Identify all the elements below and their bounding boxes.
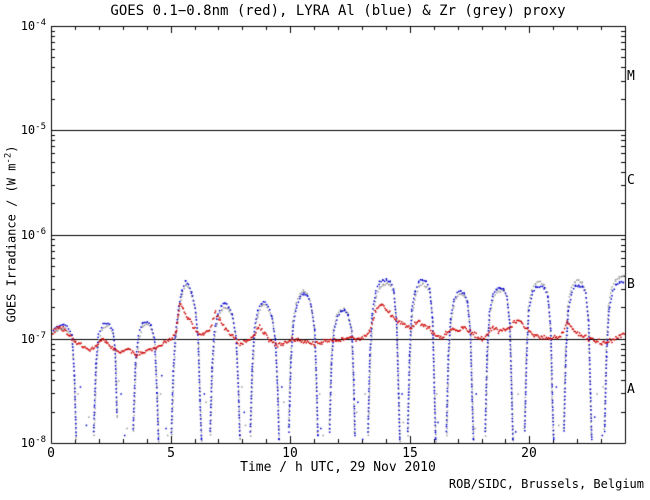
y-tick-label-1e-7: 10-7 xyxy=(20,331,46,346)
x-tick-label-0: 0 xyxy=(47,446,55,461)
y-tick-label-1e-4: 10-4 xyxy=(20,18,46,33)
x-tick-label-5: 5 xyxy=(167,446,175,461)
y-axis-label: GOES Irradiance / (W m-2) xyxy=(3,145,19,323)
flare-class-label-c: C xyxy=(627,173,635,188)
y-tick-label-1e-5: 10-5 xyxy=(20,122,46,137)
chart-title: GOES 0.1−0.8nm (red), LYRA Al (blue) & Z… xyxy=(110,3,566,19)
x-axis-label: Time / h UTC, 29 Nov 2010 xyxy=(240,460,436,475)
x-tick-label-20: 20 xyxy=(521,446,537,461)
y-tick-label-1e-8: 10-8 xyxy=(20,435,46,450)
x-tick-label-10: 10 xyxy=(282,446,298,461)
x-tick-label-15: 15 xyxy=(402,446,418,461)
credit-text: ROB/SIDC, Brussels, Belgium xyxy=(448,477,644,491)
y-tick-label-1e-6: 10-6 xyxy=(20,227,46,242)
flare-class-label-a: A xyxy=(627,382,635,397)
flare-class-label-b: B xyxy=(627,277,635,292)
flare-class-label-m: M xyxy=(627,69,635,84)
